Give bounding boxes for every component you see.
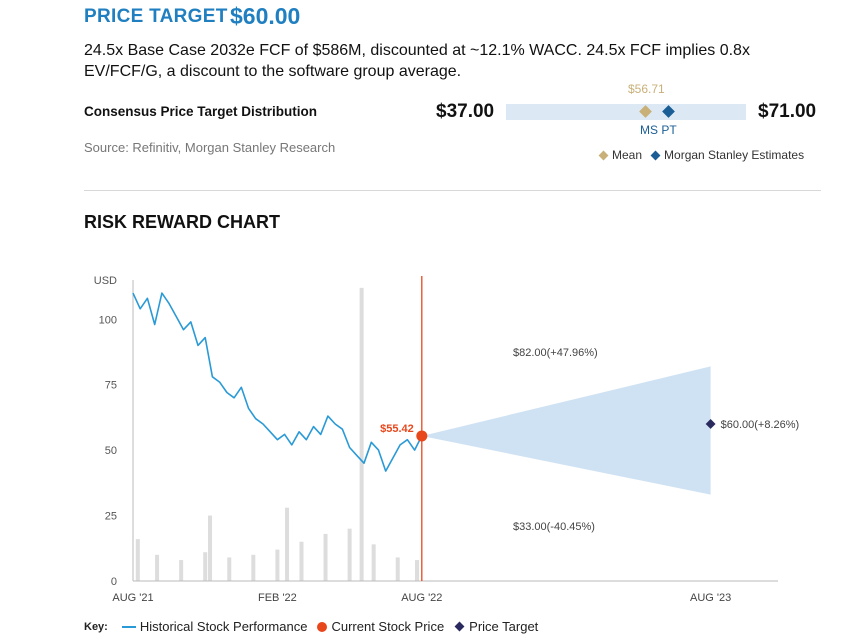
volume-bar — [251, 554, 256, 581]
volume-bar — [347, 528, 352, 581]
dot-icon — [317, 621, 328, 632]
y-tick-label: 100 — [99, 314, 117, 326]
scenario-cone — [421, 366, 711, 495]
volume-bar — [275, 549, 280, 581]
volume-bar — [285, 507, 290, 581]
chart-key: Key: Historical Stock Performance Curren… — [84, 619, 538, 634]
x-tick-label: AUG '21 — [112, 592, 153, 604]
price-target-label: PRICE TARGET — [84, 6, 228, 27]
key-target: Price Target — [454, 619, 538, 634]
valuation-thesis: 24.5x Base Case 2032e FCF of $586M, disc… — [84, 42, 750, 80]
x-tick-label: AUG '23 — [690, 592, 731, 604]
y-tick-label: 50 — [105, 445, 117, 457]
source-note: Source: Refinitiv, Morgan Stanley Resear… — [84, 140, 336, 155]
y-tick-label: 0 — [111, 576, 117, 588]
volume-bar — [371, 544, 376, 581]
y-axis-label: USD — [94, 275, 117, 287]
current-price-dot — [416, 430, 428, 442]
legend-ms: Morgan Stanley Estimates — [650, 148, 805, 162]
volume-bar — [299, 541, 304, 581]
y-tick-label: 75 — [105, 380, 117, 392]
key-current-label: Current Stock Price — [331, 619, 445, 634]
distribution-bar — [506, 104, 746, 120]
historical-price-line — [132, 292, 423, 472]
volume-bar — [155, 554, 160, 581]
legend-mean: Mean — [598, 148, 643, 162]
scenario-label-bear: $33.00(-40.45%) — [513, 521, 595, 533]
key-historical-label: Historical Stock Performance — [139, 619, 308, 634]
mean-value-label: $56.71 — [628, 82, 665, 96]
key-historical: Historical Stock Performance — [121, 619, 308, 634]
distribution-title: Consensus Price Target Distribution — [84, 104, 318, 119]
distribution-low: $37.00 — [436, 101, 495, 122]
line-swatch-icon — [121, 625, 136, 628]
price-target-diamond — [705, 419, 716, 429]
risk-reward-chart: 0 25 50 75 100 USD AUG '21 FEB '22 AUG '22 AUG '2… — [94, 275, 800, 604]
mean-diamond-icon — [598, 150, 609, 160]
key-current: Current Stock Price — [317, 619, 444, 634]
volume-bar — [135, 539, 140, 581]
ms-diamond-icon — [650, 150, 661, 160]
ms-pt-label: MS PT — [640, 123, 677, 137]
key-target-label: Price Target — [469, 619, 539, 634]
volume-bar — [359, 287, 364, 581]
volume-bar — [414, 560, 419, 581]
legend-ms-label: Morgan Stanley Estimates — [664, 148, 805, 162]
volume-bar — [395, 557, 400, 581]
distribution-high: $71.00 — [758, 101, 817, 122]
risk-reward-title: RISK REWARD CHART — [84, 212, 280, 232]
diamond-icon — [454, 621, 465, 632]
x-tick-label: AUG '22 — [401, 592, 442, 604]
volume-bar — [208, 515, 213, 581]
volume-bar — [203, 552, 208, 581]
key-title: Key: — [84, 620, 108, 633]
price-target-value: $60.00 — [230, 3, 301, 29]
current-price-label: $55.42 — [380, 423, 414, 435]
scenario-label-base: $60.00(+8.26%) — [721, 419, 800, 431]
x-tick-label: FEB '22 — [258, 592, 297, 604]
y-tick-label: 25 — [105, 511, 117, 523]
scenario-label-bull: $82.00(+47.96%) — [513, 347, 598, 359]
volume-bar — [179, 560, 184, 581]
legend-mean-label: Mean — [612, 148, 643, 162]
volume-bar — [323, 533, 328, 581]
distribution-legend: Mean Morgan Stanley Estimates — [598, 148, 805, 162]
section-divider — [84, 190, 821, 191]
volume-bar — [227, 557, 232, 581]
